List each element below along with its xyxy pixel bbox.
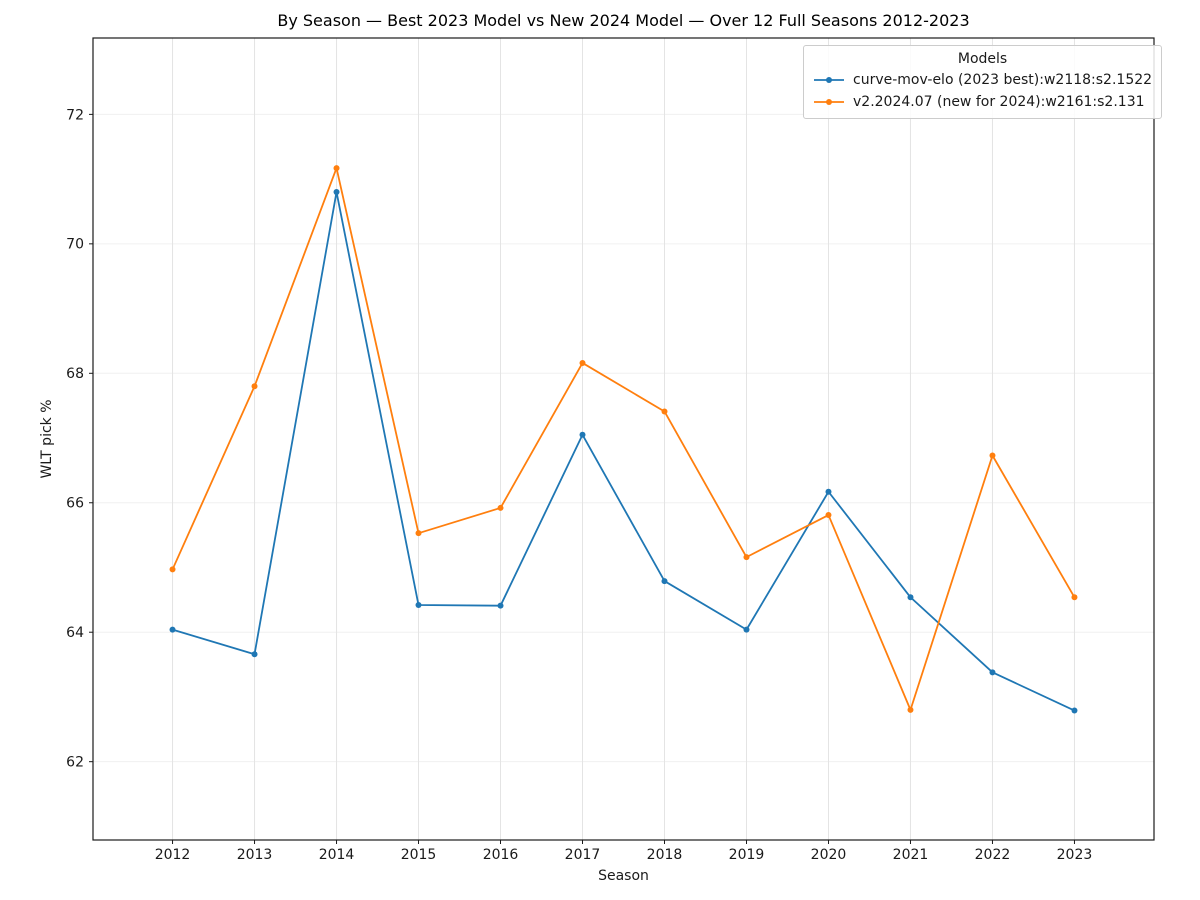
x-axis-label: Season: [598, 868, 649, 884]
data-point-series-1: [989, 452, 996, 459]
data-point-series-0: [989, 669, 996, 676]
series-line-0: [171, 191, 1076, 712]
data-point-series-1: [579, 359, 586, 366]
y-tick-label: 62: [66, 755, 84, 771]
data-point-series-0: [251, 651, 258, 658]
data-point-series-0: [169, 626, 176, 633]
data-point-series-1: [415, 530, 422, 537]
x-tick-label: 2013: [237, 847, 273, 863]
y-tick-label: 64: [66, 625, 84, 641]
axes-frame: [92, 37, 1155, 841]
legend-label-series-1: v2.2024.07 (new for 2024):w2161:s2.131: [853, 94, 1145, 110]
legend-title: Models: [957, 51, 1008, 67]
x-tick-label: 2022: [975, 847, 1011, 863]
x-tick-label: 2021: [893, 847, 929, 863]
data-point-series-1: [661, 408, 668, 415]
data-point-series-1: [169, 566, 176, 573]
data-point-series-0: [497, 602, 504, 609]
x-tick-label: 2018: [647, 847, 683, 863]
x-tick-label: 2016: [483, 847, 519, 863]
legend-label-series-0: curve-mov-elo (2023 best):w2118:s2.1522: [853, 72, 1153, 88]
x-tick-label: 2019: [729, 847, 765, 863]
data-point-series-1: [333, 165, 340, 172]
x-tick-label: 2015: [401, 847, 437, 863]
x-tick-label: 2014: [319, 847, 355, 863]
y-tick-label: 66: [66, 496, 84, 512]
data-point-series-0: [415, 602, 422, 609]
chart-title: By Season — Best 2023 Model vs New 2024 …: [277, 11, 970, 30]
data-point-series-1: [1071, 594, 1078, 601]
series-line-1: [171, 167, 1076, 711]
legend-line-sample-series-1: [814, 99, 844, 105]
legend-line-sample-series-0: [814, 77, 844, 83]
data-point-series-1: [251, 383, 258, 390]
data-point-series-0: [333, 189, 340, 196]
legend: Models curve-mov-elo (2023 best):w2118:s…: [803, 45, 1163, 119]
x-tick-label: 2020: [811, 847, 847, 863]
y-tick-label: 72: [66, 107, 84, 123]
data-point-series-0: [825, 488, 832, 495]
x-tick-label: 2012: [155, 847, 191, 863]
data-point-series-1: [825, 512, 832, 519]
data-point-series-1: [907, 706, 914, 713]
data-point-series-0: [579, 431, 586, 438]
data-point-series-0: [907, 594, 914, 601]
x-tick-label: 2017: [565, 847, 601, 863]
data-point-series-1: [743, 554, 750, 561]
legend-item: curve-mov-elo (2023 best):w2118:s2.1522: [813, 69, 1152, 91]
data-point-series-1: [497, 504, 504, 511]
data-point-series-0: [1071, 707, 1078, 714]
data-point-series-0: [743, 626, 750, 633]
x-tick-label: 2023: [1057, 847, 1093, 863]
legend-item: v2.2024.07 (new for 2024):w2161:s2.131: [813, 91, 1152, 113]
y-tick-label: 70: [66, 237, 84, 253]
y-tick-label: 68: [66, 366, 84, 382]
data-point-series-0: [661, 578, 668, 585]
